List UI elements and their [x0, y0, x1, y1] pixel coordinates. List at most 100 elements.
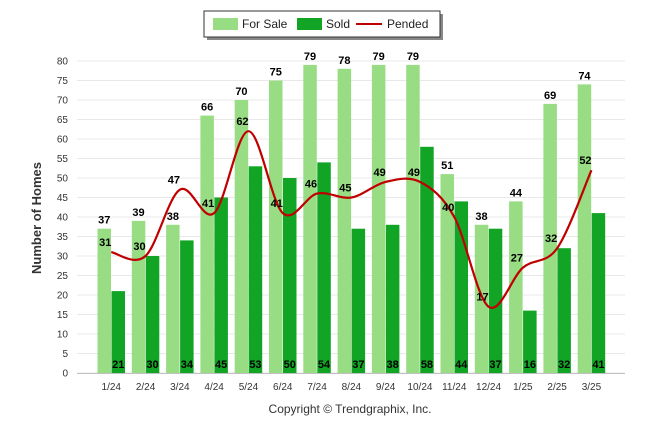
x-tick-label: 5/24 — [239, 382, 259, 393]
data-label-for-sale: 38 — [475, 211, 487, 223]
y-tick-label: 80 — [57, 57, 69, 68]
data-label-sold: 54 — [318, 359, 331, 371]
data-label-for-sale: 69 — [544, 90, 556, 102]
bar-for-sale — [269, 80, 283, 373]
data-label-for-sale: 75 — [270, 67, 282, 79]
y-tick-label: 45 — [57, 193, 69, 204]
y-tick-label: 40 — [57, 213, 69, 224]
x-tick-label: 9/24 — [376, 382, 396, 393]
y-tick-label: 10 — [57, 330, 69, 341]
x-tick-label: 11/24 — [442, 382, 467, 393]
pended-line — [110, 130, 593, 310]
data-label-sold: 38 — [387, 359, 399, 371]
copyright-text: Copyright © Trendgraphix, Inc. — [269, 402, 432, 416]
bar-sold — [591, 213, 606, 373]
bar-for-sale — [97, 228, 111, 373]
y-tick-label: 55 — [57, 154, 69, 165]
bar-sold — [145, 256, 160, 373]
data-label-sold: 44 — [455, 359, 468, 371]
data-label-sold: 32 — [558, 359, 570, 371]
y-tick-label: 20 — [57, 291, 69, 302]
pended-line-group — [110, 130, 593, 310]
y-axis-ticks: 0 5 10 15 20 25 30 35 40 45 50 55 60 65 70 75 80 — [57, 57, 69, 380]
data-label-pended: 45 — [339, 183, 351, 195]
bar-sold — [111, 291, 125, 373]
y-tick-label: 50 — [57, 174, 69, 185]
data-labels: 37 21 39 30 38 34 66 45 70 53 75 50 79 54 78 37 79 38 79 58… — [98, 51, 604, 371]
bar-for-sale — [166, 224, 180, 373]
bar-for-sale — [509, 201, 523, 373]
data-label-sold: 50 — [284, 359, 296, 371]
y-tick-label: 30 — [57, 252, 69, 263]
data-label-sold: 37 — [489, 359, 501, 371]
data-label-sold: 16 — [524, 359, 536, 371]
bar-sold — [248, 166, 263, 373]
legend-swatch-for-sale — [213, 18, 238, 30]
y-tick-label: 35 — [57, 232, 69, 243]
legend-swatch-sold — [297, 18, 322, 30]
data-label-for-sale: 39 — [132, 207, 144, 219]
data-label-sold: 30 — [146, 359, 158, 371]
y-tick-label: 70 — [57, 96, 69, 107]
bar-sold — [488, 228, 503, 373]
data-label-sold: 58 — [421, 359, 433, 371]
data-label-pended: 41 — [202, 198, 214, 210]
data-label-pended: 17 — [476, 292, 488, 304]
bar-sold — [557, 248, 571, 373]
data-label-for-sale: 78 — [338, 55, 350, 67]
data-label-pended: 49 — [374, 167, 386, 179]
bar-sold — [283, 178, 297, 373]
x-tick-label: 1/25 — [513, 382, 533, 393]
legend-label-pended: Pended — [387, 17, 428, 31]
data-label-sold: 45 — [215, 359, 227, 371]
data-label-pended: 47 — [168, 175, 180, 187]
bar-sold — [385, 224, 400, 373]
data-label-pended: 41 — [271, 198, 283, 210]
x-tick-label: 10/24 — [407, 382, 432, 393]
bar-sold — [420, 146, 434, 373]
data-label-pended: 31 — [99, 237, 111, 249]
bar-for-sale — [577, 84, 592, 374]
data-label-for-sale: 70 — [235, 86, 247, 98]
data-label-for-sale: 79 — [407, 51, 419, 63]
data-label-pended: 30 — [133, 241, 145, 253]
data-label-pended: 49 — [408, 167, 420, 179]
y-tick-label: 60 — [57, 135, 69, 146]
x-tick-label: 2/24 — [136, 382, 156, 393]
bar-sold — [523, 310, 537, 373]
bar-for-sale — [406, 64, 420, 374]
bar-for-sale — [440, 174, 454, 373]
data-label-sold: 34 — [181, 359, 194, 371]
bar-sold — [351, 228, 366, 373]
data-label-pended: 46 — [305, 179, 317, 191]
data-label-for-sale: 51 — [441, 160, 453, 172]
legend: For Sale Sold Pended — [203, 10, 443, 40]
x-tick-label: 3/24 — [170, 382, 190, 393]
data-label-for-sale: 74 — [578, 70, 591, 82]
bar-sold — [180, 240, 194, 373]
data-label-sold: 53 — [249, 359, 261, 371]
data-label-pended: 32 — [545, 233, 557, 245]
data-label-pended: 27 — [511, 253, 523, 265]
data-label-for-sale: 79 — [373, 51, 385, 63]
y-axis-title: Number of Homes — [29, 162, 44, 274]
data-label-for-sale: 79 — [304, 51, 316, 63]
legend-label-for-sale: For Sale — [242, 17, 288, 31]
data-label-for-sale: 66 — [201, 102, 213, 114]
data-label-sold: 37 — [352, 359, 364, 371]
bar-for-sale — [234, 100, 249, 373]
data-label-sold: 21 — [112, 359, 124, 371]
data-label-sold: 41 — [592, 359, 604, 371]
x-tick-label: 3/25 — [582, 382, 602, 393]
legend-label-sold: Sold — [326, 17, 350, 31]
x-tick-label: 12/24 — [476, 382, 501, 393]
bar-for-sale — [474, 224, 489, 373]
bar-for-sale — [543, 103, 557, 374]
bar-for-sale — [337, 68, 352, 374]
x-tick-label: 6/24 — [273, 382, 293, 393]
y-tick-label: 0 — [62, 369, 68, 380]
bar-sold — [454, 201, 468, 373]
bar-for-sale — [303, 64, 317, 374]
bars — [97, 64, 606, 374]
x-tick-label: 2/25 — [547, 382, 567, 393]
